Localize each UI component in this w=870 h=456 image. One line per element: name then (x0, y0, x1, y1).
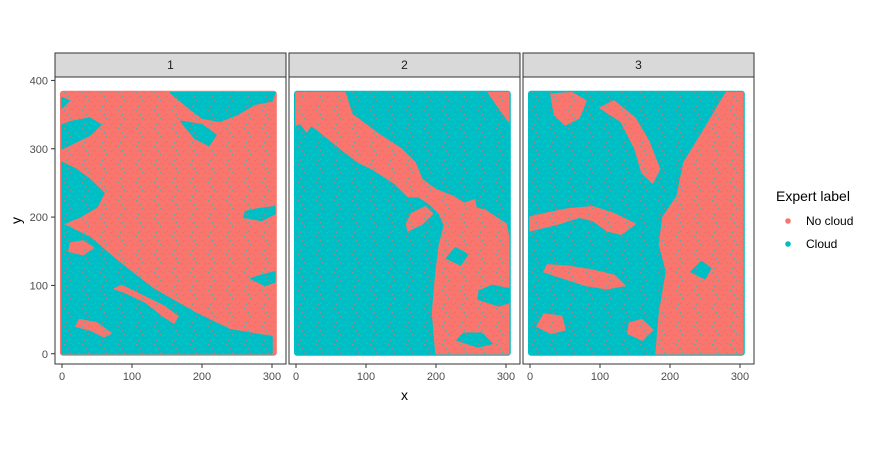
facet-strip (54, 52, 287, 78)
y-tick-label: 300 (30, 144, 48, 156)
legend: Expert label No cloud Cloud (776, 188, 853, 251)
legend-key-no-cloud (785, 218, 791, 224)
cloud-region (169, 91, 276, 123)
no-cloud-region (599, 100, 661, 184)
x-tick-label: 300 (263, 371, 281, 383)
panel-1: 1 0 100 200 300 (54, 52, 287, 383)
y-tick-label: 100 (30, 280, 48, 292)
cloud-region (690, 260, 712, 280)
no-cloud-region (75, 318, 112, 338)
cloud-region (477, 284, 510, 307)
cloud-region (243, 206, 276, 222)
legend-title: Expert label (776, 188, 850, 204)
x-tick-label: 100 (123, 371, 141, 383)
x-tick-label: 100 (357, 371, 375, 383)
panel-border (522, 76, 755, 365)
cloud-region (61, 96, 70, 109)
x-tick-label: 0 (59, 371, 65, 383)
panels: 1 0 100 200 300 2 0 100 200 300 3 0 100 200 300 (54, 52, 755, 383)
no-cloud-region (405, 206, 434, 232)
cloud-region (250, 271, 276, 287)
panel-2: 2 0 100 200 300 (288, 52, 521, 383)
facet-strip (288, 52, 521, 78)
panel-points (60, 90, 277, 356)
x-tick-label: 100 (591, 371, 609, 383)
facet-strip-label: 2 (401, 58, 408, 72)
y-tick-label: 0 (42, 349, 48, 361)
legend-label: No cloud (806, 214, 853, 228)
no-cloud-region (655, 91, 744, 355)
panel-points (528, 90, 745, 356)
no-cloud-region (550, 91, 587, 126)
no-cloud-region (487, 91, 510, 123)
cloud-region (180, 120, 217, 147)
legend-entries: No cloud Cloud (785, 214, 853, 251)
x-tick-label: 0 (527, 371, 533, 383)
no-cloud-region (543, 264, 626, 290)
legend-label: Cloud (806, 237, 837, 251)
x-tick-label: 200 (661, 371, 679, 383)
panel-border (288, 76, 521, 365)
x-tick-label: 200 (193, 371, 211, 383)
cloud-region (445, 247, 469, 266)
no-cloud-region (431, 202, 510, 355)
x-axis-title: x (401, 387, 408, 403)
cloud-region (61, 117, 102, 150)
no-cloud-region (298, 100, 318, 133)
y-axis-title: y (8, 217, 24, 224)
panel-3: 3 0 100 200 300 (522, 52, 755, 383)
no-cloud-region (113, 284, 179, 324)
cloud-region (456, 332, 493, 348)
x-tick-label: 300 (731, 371, 749, 383)
y-tick-label: 200 (30, 212, 48, 224)
panel-border (54, 76, 287, 365)
cloud-region (61, 223, 273, 355)
no-cloud-region (529, 206, 636, 235)
facet-strip-label: 1 (167, 58, 174, 72)
y-tick-label: 400 (30, 75, 48, 87)
facet-strip-label: 3 (635, 58, 642, 72)
no-cloud-region (68, 240, 95, 256)
x-tick-label: 200 (427, 371, 445, 383)
legend-key-cloud (785, 241, 791, 247)
cloud-region (61, 161, 105, 225)
no-cloud-region (536, 313, 566, 335)
x-tick-label: 0 (293, 371, 299, 383)
x-tick-label: 300 (497, 371, 515, 383)
y-axis: 0 100 200 300 400 (30, 75, 55, 361)
no-cloud-region (627, 318, 654, 341)
panel-points (294, 90, 511, 356)
